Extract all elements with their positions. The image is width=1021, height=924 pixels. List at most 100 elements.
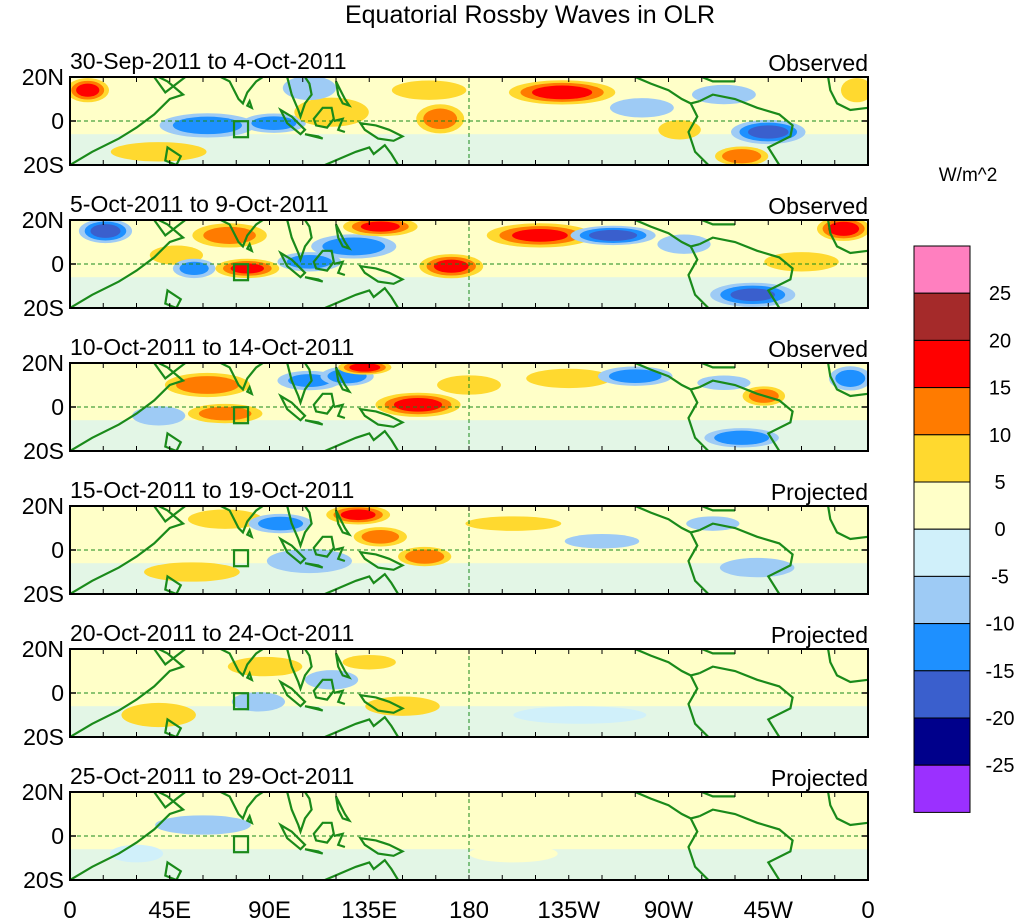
- coastline: [312, 392, 335, 415]
- anomaly-contour: [719, 557, 795, 578]
- panel-1: 20N 0 20S 30-Sep-2011 to 4-Oct-2011 Observed: [22, 48, 869, 178]
- coastlines: [70, 363, 868, 451]
- anomaly-contour: [365, 696, 440, 716]
- coastline: [634, 649, 700, 677]
- x-tick-label: 45W: [744, 897, 794, 924]
- panel-date-range: 25-Oct-2011 to 29-Oct-2011: [70, 763, 354, 789]
- coastline: [277, 250, 307, 279]
- y-tick-label: 20N: [22, 636, 64, 662]
- coastline: [245, 813, 254, 825]
- anomaly-contour: [730, 288, 776, 302]
- anomaly-contour: [465, 516, 562, 531]
- coastline: [358, 836, 405, 857]
- coastline: [333, 689, 346, 706]
- coastline: [634, 363, 700, 391]
- coastline: [358, 693, 405, 714]
- coastline: [245, 98, 254, 110]
- colorbar-swatch: [913, 339, 971, 389]
- coastline: [827, 220, 868, 255]
- x-tick-label: 0: [861, 897, 874, 924]
- anomaly-field: [70, 506, 868, 594]
- colorbar-label: -25: [986, 755, 1015, 777]
- x-tick-label: 90E: [248, 897, 291, 924]
- coastline: [220, 792, 264, 821]
- colorbar-label: -10: [986, 614, 1015, 636]
- anomaly-contour: [828, 221, 860, 236]
- coastline: [333, 832, 346, 849]
- coastline: [153, 506, 186, 523]
- y-tick-label: 0: [51, 108, 64, 134]
- coastline: [358, 550, 405, 571]
- coastline: [304, 705, 324, 712]
- anomaly-contour: [258, 516, 304, 531]
- panel-date-range: 15-Oct-2011 to 19-Oct-2011: [70, 477, 354, 503]
- x-tick-label: 0: [63, 897, 76, 924]
- colorbar-swatch: [913, 434, 971, 483]
- anomaly-field: [70, 220, 868, 308]
- coastline: [304, 133, 324, 140]
- panel-date-range: 30-Sep-2011 to 4-Oct-2011: [70, 48, 347, 74]
- x-tick-label: 45E: [148, 897, 191, 924]
- anomaly-contour: [589, 229, 638, 241]
- coastline: [827, 77, 868, 112]
- coastlines: [70, 506, 868, 594]
- anomaly-contour: [251, 116, 297, 131]
- anomaly-contour: [322, 237, 386, 256]
- y-tick-label: 20S: [23, 152, 64, 178]
- coastline: [687, 379, 794, 451]
- anomaly-contour: [76, 83, 100, 97]
- coastline: [687, 522, 794, 594]
- coastline: [286, 506, 313, 550]
- anomaly-contour: [144, 562, 240, 582]
- colorbar-label: 15: [989, 378, 1011, 400]
- coastlines: [70, 792, 868, 880]
- anomaly-contour: [155, 815, 251, 835]
- coastline: [164, 431, 183, 451]
- colorbar-label: 10: [989, 425, 1011, 447]
- y-tick-label: 0: [51, 537, 64, 563]
- focus-box: [232, 835, 250, 854]
- anomaly-contour: [176, 376, 239, 394]
- focus-box: [232, 120, 250, 139]
- anomaly-contour: [391, 80, 467, 100]
- anomaly-contour: [179, 261, 209, 276]
- colorbar-swatch: [913, 764, 971, 813]
- coastline: [827, 649, 868, 684]
- anomaly-contour: [513, 706, 647, 724]
- panel-date-range: 20-Oct-2011 to 24-Oct-2011: [70, 620, 354, 646]
- anomaly-contour: [764, 252, 839, 272]
- coastline: [245, 241, 254, 253]
- y-tick-label: 0: [51, 680, 64, 706]
- y-tick-label: 20N: [22, 64, 64, 90]
- coastline: [701, 220, 735, 226]
- anomaly-contour: [187, 509, 263, 529]
- panels: 20N 0 20S 30-Sep-2011 to 4-Oct-2011 Observed…: [22, 48, 875, 924]
- anomaly-contour: [512, 229, 568, 242]
- anomaly-contour: [132, 406, 186, 426]
- coastline: [701, 363, 735, 369]
- coastline: [286, 220, 313, 264]
- anomaly-contour: [526, 368, 612, 389]
- anomaly-contour: [227, 656, 303, 677]
- anomaly-contour: [371, 803, 434, 817]
- coastline: [827, 506, 868, 541]
- coastline: [324, 715, 400, 737]
- coastline: [334, 223, 352, 251]
- anomaly-contour: [835, 369, 866, 387]
- anomaly-contour: [608, 369, 662, 384]
- coastline: [153, 363, 186, 380]
- anomaly-contour: [360, 221, 400, 232]
- colorbar-label: 5: [994, 472, 1005, 494]
- anomaly-contour: [532, 85, 593, 100]
- y-tick-label: 20N: [22, 779, 64, 805]
- y-tick-label: 0: [51, 823, 64, 849]
- coastline: [334, 366, 352, 394]
- anomaly-contour: [231, 692, 286, 712]
- anomaly-contour: [349, 363, 381, 372]
- colorbar-swatch: [913, 717, 971, 766]
- coastline: [164, 288, 183, 308]
- x-tick-label: 90W: [644, 897, 694, 924]
- colorbar-label: -20: [986, 708, 1015, 730]
- coastline: [304, 419, 324, 426]
- coastline: [634, 220, 700, 248]
